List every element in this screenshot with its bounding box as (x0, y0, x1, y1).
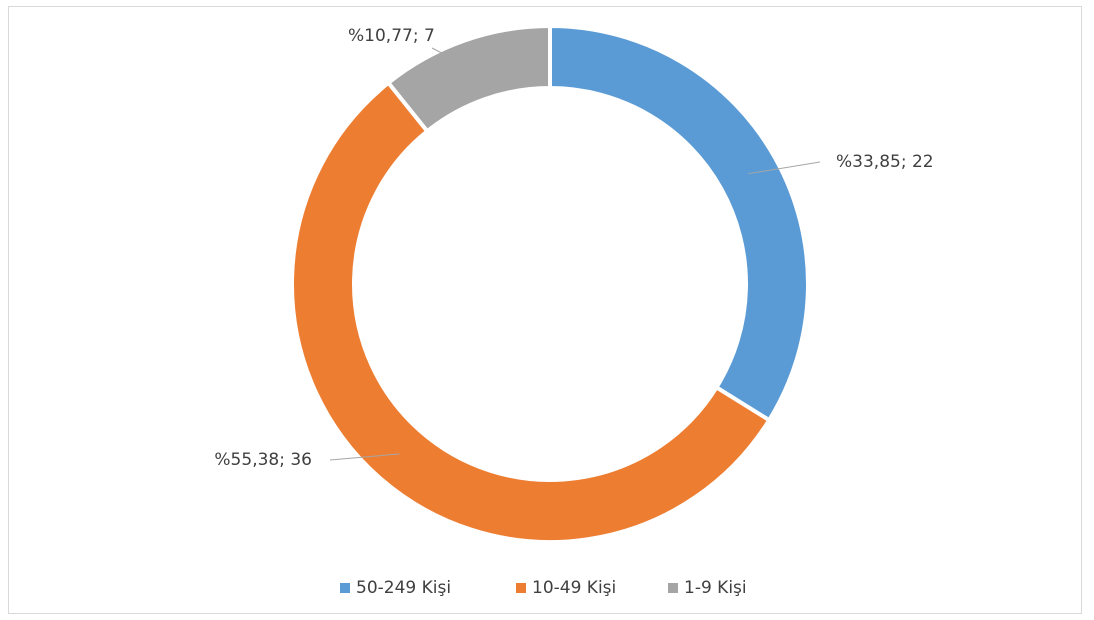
legend-item-10-49-ki-i: 10-49 Kişi (516, 578, 616, 598)
leader-line-10-49-ki-i (329, 453, 400, 461)
legend-item-50-249-ki-i: 50-249 Kişi (340, 578, 451, 598)
slice-10-49-ki-i (290, 80, 772, 544)
legend-swatch-10-49-ki-i (516, 583, 526, 593)
legend-label-10-49-ki-i: 10-49 Kişi (532, 578, 616, 598)
leader-line-50-249-ki-i (748, 161, 821, 175)
legend: 50-249 Kişi 10-49 Kişi 1-9 Kişi (340, 578, 747, 598)
slice-1-9-ki-i (385, 23, 552, 134)
legend-swatch-50-249-ki-i (340, 583, 350, 593)
slice-50-249-ki-i (548, 23, 810, 423)
legend-label-1-9-ki-i: 1-9 Kişi (684, 578, 747, 598)
legend-label-50-249-ki-i: 50-249 Kişi (356, 578, 451, 598)
data-label-10-49-ki-i: %55,38; 36 (214, 450, 312, 470)
leader-line-1-9-ki-i (431, 47, 475, 71)
legend-swatch-1-9-ki-i (668, 583, 678, 593)
data-labels-group: %33,85; 22 %55,38; 36 %10,77; 7 (214, 26, 933, 470)
data-label-50-249-ki-i: %33,85; 22 (836, 152, 934, 172)
legend-item-1-9-ki-i: 1-9 Kişi (668, 578, 747, 598)
leader-lines-group (329, 47, 821, 461)
data-label-1-9-ki-i: %10,77; 7 (348, 26, 435, 46)
slices-group (290, 23, 810, 544)
